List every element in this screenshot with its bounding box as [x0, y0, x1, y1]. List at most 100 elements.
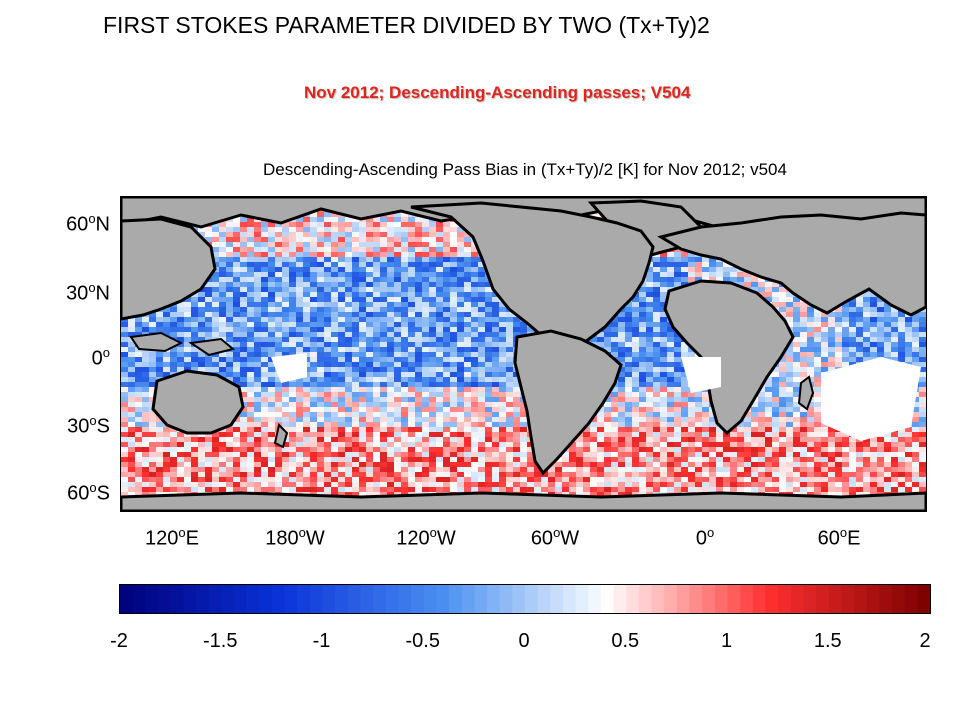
no-data-patch — [271, 353, 307, 383]
colorbar-step — [562, 585, 577, 613]
colorbar-step — [120, 585, 134, 613]
colorbar-step — [512, 585, 526, 613]
east-asia-land — [121, 217, 217, 321]
colorbar-tick-label: 0.5 — [611, 630, 640, 652]
colorbar-step — [904, 585, 918, 613]
lat-label-30s: 30oS — [67, 413, 110, 438]
lon-label-180w: 180oW — [265, 525, 325, 550]
lat-label-60n: 60oN — [66, 211, 110, 236]
colorbar-step — [297, 585, 311, 613]
colorbar-step — [309, 585, 324, 613]
africa-land — [663, 279, 795, 436]
colorbar-step — [499, 585, 513, 613]
no-data-patch — [681, 357, 721, 393]
colorbar-step — [917, 585, 930, 613]
new-guinea-land — [188, 337, 236, 357]
colorbar-step — [537, 585, 551, 613]
lat-label-60s: 60oS — [67, 480, 110, 505]
lon-label-120w: 120oW — [396, 525, 456, 550]
colorbar-step — [626, 585, 640, 613]
colorbar-step — [879, 585, 893, 613]
colorbar-step — [854, 585, 868, 613]
new-zealand-land — [273, 423, 289, 449]
colorbar-tick-label: -0.5 — [405, 630, 440, 652]
colorbar-step — [360, 585, 374, 613]
south-america-land — [513, 329, 623, 476]
colorbar-step — [638, 585, 653, 613]
colorbar-step — [600, 585, 615, 613]
colorbar-step — [828, 585, 843, 613]
colorbar-step — [411, 585, 425, 613]
colorbar-step — [816, 585, 830, 613]
madagascar-land — [797, 375, 815, 411]
colorbar-step — [183, 585, 197, 613]
colorbar-step — [714, 585, 729, 613]
colorbar-step — [651, 585, 665, 613]
colorbar-step — [803, 585, 817, 613]
colorbar-tick-label: 1.5 — [813, 630, 842, 652]
colorbar-step — [702, 585, 716, 613]
colorbar-step — [664, 585, 678, 613]
colorbar-step — [727, 585, 741, 613]
colorbar-step — [221, 585, 235, 613]
lon-label-0: 0o — [695, 525, 715, 550]
colorbar-step — [322, 585, 336, 613]
colorbar — [119, 584, 931, 614]
colorbar-step — [284, 585, 298, 613]
antarctica-land — [121, 491, 926, 511]
colorbar-step — [892, 585, 906, 613]
australia-land — [151, 369, 245, 435]
lat-label-30n: 30oN — [66, 280, 110, 305]
plot-title: Descending-Ascending Pass Bias in (Tx+Ty… — [263, 160, 787, 179]
colorbar-step — [765, 585, 779, 613]
lat-label-equator: 0o — [91, 345, 110, 370]
colorbar-step — [233, 585, 248, 613]
colorbar-step — [259, 585, 273, 613]
colorbar-step — [398, 585, 412, 613]
colorbar-step — [208, 585, 222, 613]
colorbar-step — [525, 585, 539, 613]
colorbar-step — [132, 585, 146, 613]
colorbar-step — [271, 585, 286, 613]
colorbar-step — [778, 585, 792, 613]
colorbar-tick-label: -1 — [312, 630, 331, 652]
colorbar-step — [461, 585, 475, 613]
colorbar-step — [866, 585, 880, 613]
eurasia-land — [657, 211, 926, 317]
slide-subtitle: Nov 2012; Descending-Ascending passes; V… — [304, 83, 691, 102]
colorbar-step — [841, 585, 855, 613]
colorbar-step — [474, 585, 488, 613]
colorbar-step — [170, 585, 184, 613]
colorbar-step — [335, 585, 349, 613]
colorbar-step — [550, 585, 564, 613]
colorbar-step — [449, 585, 463, 613]
colorbar-step — [246, 585, 260, 613]
colorbar-tick-label: 1 — [720, 630, 733, 652]
colorbar-step — [373, 585, 387, 613]
colorbar-step — [157, 585, 172, 613]
lon-label-60e: 60oE — [817, 525, 861, 550]
colorbar-step — [575, 585, 589, 613]
colorbar-step — [676, 585, 691, 613]
colorbar-step — [385, 585, 400, 613]
colorbar-step — [487, 585, 501, 613]
no-data-patch — [821, 357, 921, 441]
colorbar-step — [436, 585, 450, 613]
colorbar-tick-label: 0 — [518, 630, 530, 652]
colorbar-step — [347, 585, 362, 613]
colorbar-tick-label: -1.5 — [203, 630, 238, 652]
colorbar-tick-label: 2 — [919, 630, 931, 652]
colorbar-tick-label: -2 — [110, 630, 128, 652]
colorbar-step — [588, 585, 602, 613]
bias-map — [120, 196, 927, 512]
lon-label-120e: 120oE — [145, 525, 199, 550]
colorbar-step — [740, 585, 754, 613]
lon-label-60w: 60oW — [530, 525, 580, 550]
colorbar-step — [145, 585, 159, 613]
indonesia-land — [129, 331, 184, 353]
colorbar-step — [790, 585, 805, 613]
slide-title: FIRST STOKES PARAMETER DIVIDED BY TWO (T… — [103, 12, 710, 38]
colorbar-step — [195, 585, 210, 613]
colorbar-step — [752, 585, 767, 613]
colorbar-step — [689, 585, 703, 613]
